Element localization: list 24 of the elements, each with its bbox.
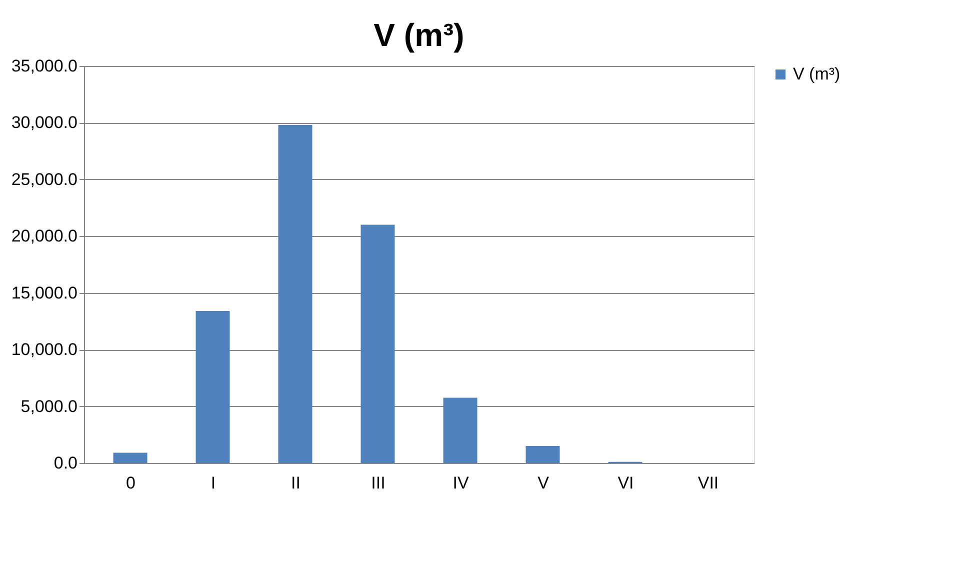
bar [113, 452, 148, 463]
y-tick-label: 20,000.0 [11, 226, 78, 246]
x-tick-label: I [210, 474, 216, 492]
bar [196, 311, 230, 463]
bar [360, 224, 395, 463]
y-tick-label: 10,000.0 [11, 340, 78, 360]
x-tick-label: VI [618, 474, 634, 492]
bar [278, 124, 312, 463]
bar [443, 398, 478, 463]
y-tick-label: 15,000.0 [11, 283, 78, 302]
y-tick-label: 35,000.0 [11, 56, 78, 76]
y-tick-label: 30,000.0 [11, 113, 78, 132]
bar [526, 446, 560, 463]
x-tick-label: IV [452, 474, 470, 492]
x-tick-label: III [371, 474, 386, 492]
x-tick-label: II [291, 474, 300, 492]
y-tick-label: 25,000.0 [11, 170, 78, 189]
y-tick-label: 5,000.0 [20, 396, 78, 416]
chart-title: V (m³) [374, 17, 464, 53]
y-tick-label: 0.0 [54, 454, 78, 472]
x-tick-label: VII [698, 474, 719, 492]
x-tick-label: 0 [126, 474, 136, 492]
x-tick-label: V [538, 474, 550, 492]
legend-label: V (m³) [793, 64, 840, 84]
